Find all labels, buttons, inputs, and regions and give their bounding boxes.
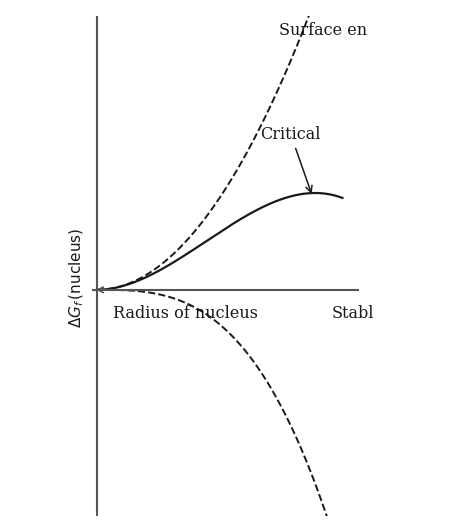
- Text: Critical: Critical: [260, 126, 320, 193]
- Text: Surface en: Surface en: [279, 22, 367, 39]
- Text: $\Delta G_f\,(\mathrm{nucleus})$: $\Delta G_f\,(\mathrm{nucleus})$: [67, 228, 86, 328]
- Text: Radius of nucleus: Radius of nucleus: [113, 305, 257, 322]
- Text: Stabl: Stabl: [331, 305, 374, 322]
